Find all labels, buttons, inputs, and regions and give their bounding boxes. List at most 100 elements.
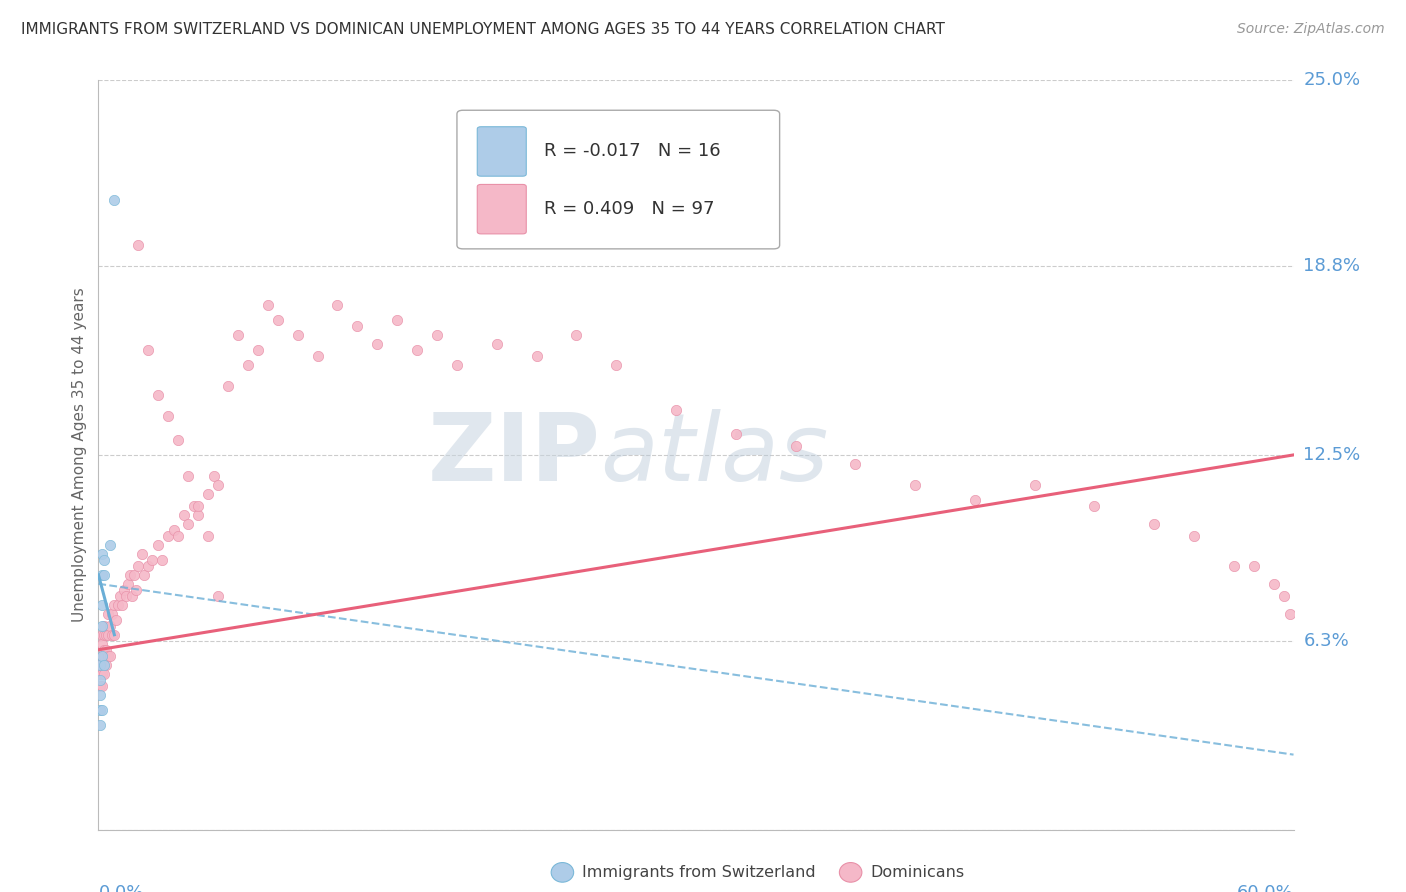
Text: 12.5%: 12.5% [1303,446,1361,464]
Text: IMMIGRANTS FROM SWITZERLAND VS DOMINICAN UNEMPLOYMENT AMONG AGES 35 TO 44 YEARS : IMMIGRANTS FROM SWITZERLAND VS DOMINICAN… [21,22,945,37]
Point [127,238,149,252]
Point [93,553,115,567]
Point [177,469,200,483]
Point [93,657,115,672]
Point [89,679,111,693]
Point [307,349,329,363]
Point [98,619,122,633]
Point [131,547,153,561]
Point [526,349,548,363]
Point [97,607,120,621]
Text: atlas: atlas [600,409,828,500]
Point [103,628,125,642]
Point [1182,529,1205,543]
Point [120,567,142,582]
Y-axis label: Unemployment Among Ages 35 to 44 years: Unemployment Among Ages 35 to 44 years [72,287,87,623]
Point [187,499,209,513]
Point [93,567,115,582]
Point [124,567,146,582]
Point [1083,499,1105,513]
Point [103,598,125,612]
Point [101,628,124,642]
Point [93,619,115,633]
Point [111,598,134,612]
Point [97,628,120,642]
Point [89,703,111,717]
Point [385,313,409,327]
Point [1223,558,1246,573]
Point [236,358,259,372]
Point [177,516,200,531]
Point [91,598,114,612]
Point [93,628,115,642]
Text: Source: ZipAtlas.com: Source: ZipAtlas.com [1237,22,1385,37]
Point [1243,558,1265,573]
Point [207,589,229,603]
Point [93,666,115,681]
Text: R = -0.017   N = 16: R = -0.017 N = 16 [544,143,721,161]
Point [366,337,388,351]
Point [844,457,866,471]
Point [89,717,111,731]
Point [287,328,309,343]
Point [93,642,115,657]
Point [136,343,159,357]
Point [1263,576,1285,591]
Point [89,673,111,687]
Point [91,703,114,717]
Point [187,508,209,522]
Point [446,358,468,372]
Point [91,648,114,663]
Point [246,343,269,357]
Point [217,379,239,393]
Point [202,469,225,483]
Point [105,613,128,627]
Point [904,478,927,492]
Point [96,657,118,672]
Point [173,508,195,522]
Point [134,567,156,582]
Point [724,426,747,441]
Point [96,628,118,642]
Point [89,688,111,702]
Point [91,657,114,672]
Text: ZIP: ZIP [427,409,600,501]
Point [163,523,186,537]
Point [115,589,138,603]
Point [148,388,170,402]
Point [406,343,429,357]
Point [91,567,114,582]
Point [1024,478,1046,492]
Point [267,313,290,327]
Point [256,298,278,312]
Point [326,298,349,312]
Point [167,433,190,447]
Point [665,403,688,417]
Point [89,666,111,681]
Point [121,589,143,603]
Point [1278,607,1301,621]
Point [346,319,368,334]
Point [136,558,159,573]
Point [91,619,114,633]
Point [197,529,219,543]
Point [605,358,627,372]
Text: Immigrants from Switzerland: Immigrants from Switzerland [582,865,815,880]
Point [89,657,111,672]
Point [97,648,120,663]
Point [117,576,139,591]
Text: 6.3%: 6.3% [1303,632,1350,649]
FancyBboxPatch shape [477,127,526,177]
Text: Dominicans: Dominicans [870,865,965,880]
Point [91,628,114,642]
Point [226,328,249,343]
Point [96,642,118,657]
Point [785,439,807,453]
Text: 0.0%: 0.0% [98,883,143,892]
Point [485,337,508,351]
Point [1143,516,1166,531]
Text: 18.8%: 18.8% [1303,257,1361,275]
Point [426,328,449,343]
Point [157,529,180,543]
Point [148,538,170,552]
